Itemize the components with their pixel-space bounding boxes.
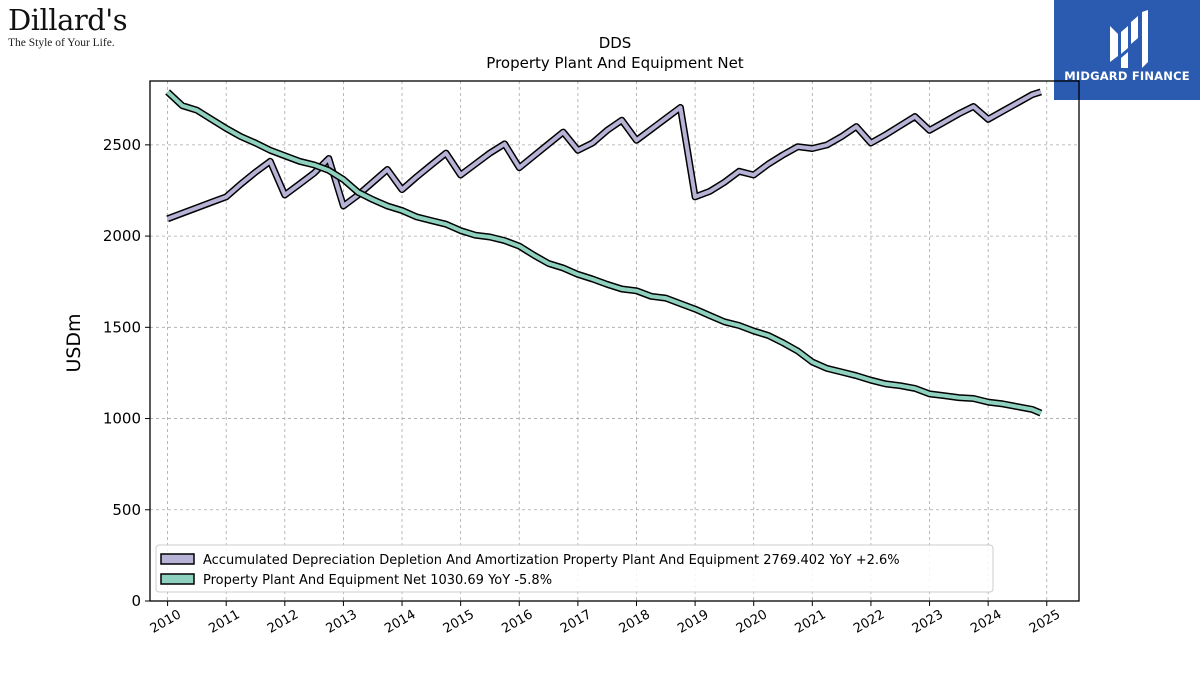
x-tick-label: 2025 [1027, 607, 1063, 637]
x-axis: 2010 2011 2012 2013 2014 2015 2016 2017 2018 2019… [148, 601, 1063, 637]
x-tick-label: 2010 [148, 607, 184, 637]
x-tick-label: 2021 [792, 607, 828, 637]
dillards-logo: Dillard's The Style of Your Life. [8, 4, 138, 49]
y-tick-label: 1000 [103, 410, 141, 428]
midgard-finance-logo: MIDGARD FINANCE [1054, 0, 1200, 100]
x-tick-label: 2016 [499, 607, 535, 637]
y-tick-label: 500 [112, 501, 141, 519]
y-axis-label: USDm [63, 313, 85, 372]
x-tick-label: 2023 [910, 607, 946, 637]
x-tick-label: 2018 [617, 607, 653, 637]
legend-frame [155, 544, 994, 593]
x-tick-label: 2015 [441, 607, 477, 637]
legend-swatch-2 [160, 573, 195, 585]
y-tick-label: 0 [131, 592, 141, 610]
chart-title: DDS [599, 34, 632, 52]
x-tick-label: 2013 [324, 607, 360, 637]
series-1-outline [166, 88, 1042, 223]
series-1-line [166, 89, 1042, 221]
x-tick-label: 2011 [206, 607, 242, 637]
dillards-logo-tagline: The Style of Your Life. [8, 37, 115, 49]
series-layer [165, 88, 1043, 417]
series-2-outline [165, 89, 1043, 417]
x-tick-label: 2022 [851, 607, 887, 637]
midgard-m-logo-icon [1110, 10, 1148, 68]
dillards-logo-name: Dillard's [8, 3, 128, 37]
x-tick-label: 2020 [734, 607, 770, 637]
chart-subtitle: Property Plant And Equipment Net [486, 54, 743, 72]
plot-frame [149, 80, 1080, 602]
y-tick-label: 2500 [103, 136, 141, 154]
grid-lines [150, 81, 1079, 601]
y-tick-label: 1500 [103, 318, 141, 336]
x-tick-label: 2024 [968, 607, 1004, 637]
y-tick-label: 2000 [103, 227, 141, 245]
x-tick-label: 2012 [265, 607, 301, 637]
series-2-line [166, 90, 1042, 415]
legend-swatch-1 [160, 553, 195, 565]
legend: Accumulated Depreciation Depletion And A… [155, 544, 994, 593]
midgard-finance-name: MIDGARD FINANCE [1064, 69, 1190, 83]
y-axis: 0 500 1000 1500 2000 2500 [103, 136, 150, 610]
legend-label-2: Property Plant And Equipment Net 1030.69… [203, 573, 552, 588]
x-tick-label: 2017 [558, 607, 594, 637]
x-tick-label: 2019 [675, 607, 711, 637]
legend-label-1: Accumulated Depreciation Depletion And A… [203, 553, 900, 568]
x-tick-label: 2014 [382, 607, 418, 637]
